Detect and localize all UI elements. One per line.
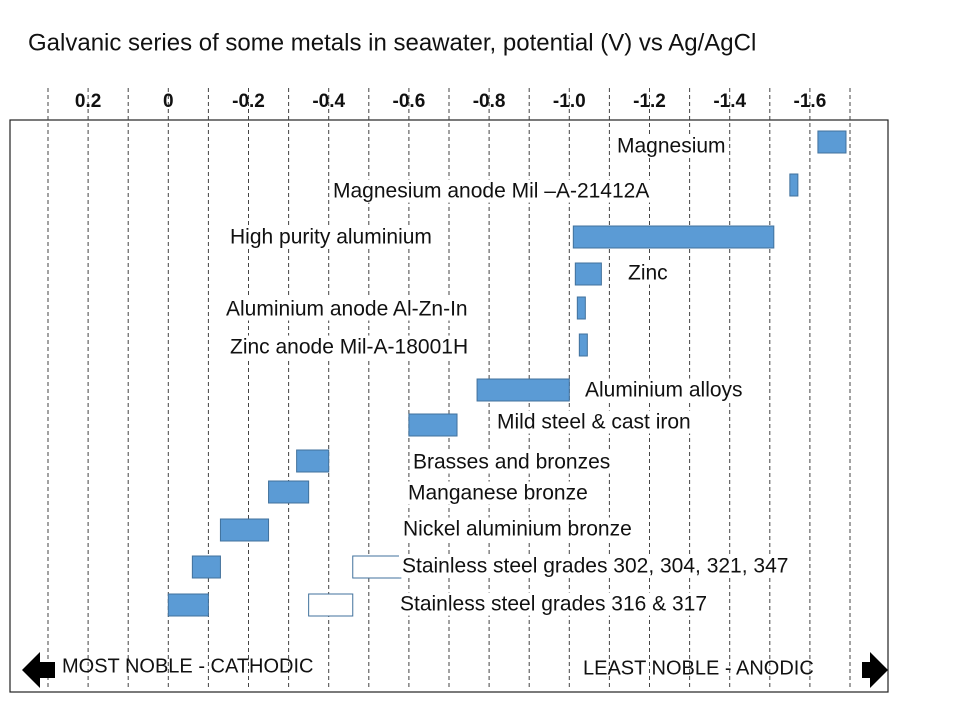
right-arrow (862, 652, 888, 688)
label-background (399, 554, 792, 578)
row-label: Mild steel & cast iron (497, 411, 691, 434)
row-label: Aluminium alloys (585, 379, 743, 402)
x-tick-label: 0 (163, 91, 174, 112)
x-tick-label: 0.2 (75, 91, 101, 112)
label-background (330, 179, 653, 203)
range-bar (296, 449, 330, 473)
chart-title: Galvanic series of some metals in seawat… (28, 29, 756, 56)
label-background (400, 517, 635, 541)
range-bar (191, 555, 221, 579)
row-label: High purity aluminium (230, 226, 432, 249)
label-background (405, 481, 591, 505)
x-tick-label: -0.4 (312, 91, 345, 112)
x-tick-label: -1.4 (713, 91, 746, 112)
range-bar (167, 593, 209, 617)
range-bar (578, 333, 588, 357)
left-note: MOST NOBLE - CATHODIC (62, 655, 314, 677)
range-bar (308, 593, 354, 617)
x-tick-label: -1.2 (633, 91, 666, 112)
row-label: Stainless steel grades 316 & 317 (400, 593, 707, 616)
x-tick-label: -0.2 (232, 91, 265, 112)
row-label: Aluminium anode Al-Zn-In (226, 298, 468, 321)
x-tick-label: -0.6 (393, 91, 426, 112)
row-label: Manganese bronze (408, 482, 588, 505)
range-bar (789, 173, 799, 197)
label-background (582, 378, 746, 402)
range-bar (576, 296, 586, 320)
row-label: Magnesium anode Mil –A-21412A (333, 180, 649, 203)
label-background (223, 297, 471, 321)
row-label: Brasses and bronzes (413, 451, 610, 474)
row-label: Zinc (628, 262, 668, 285)
row-label: Nickel aluminium bronze (403, 518, 632, 541)
range-bar (408, 413, 458, 437)
label-background (397, 592, 711, 616)
range-bar (352, 555, 402, 579)
label-background (227, 225, 435, 249)
range-bar (572, 225, 775, 249)
range-bar (219, 518, 270, 542)
label-background (227, 335, 472, 359)
plot: Magnesium Magnesium anode Mil –A-21412A Hi… (167, 130, 847, 617)
range-bar (268, 480, 310, 504)
label-background (614, 134, 729, 158)
range-bar (574, 262, 602, 286)
label-background (494, 410, 694, 434)
range-bar (476, 378, 570, 402)
range-bar (817, 130, 847, 154)
row-label: Stainless steel grades 302, 304, 321, 34… (402, 555, 788, 578)
row-label: Zinc anode Mil-A-18001H (230, 336, 468, 359)
x-tick-label: -0.8 (473, 91, 506, 112)
label-background (410, 450, 614, 474)
row-label: Magnesium (617, 135, 726, 158)
x-tick-label: -1.0 (553, 91, 586, 112)
left-arrow (22, 652, 55, 688)
label-background (625, 261, 671, 285)
x-tick-label: -1.6 (794, 91, 827, 112)
right-note: LEAST NOBLE - ANODIC (583, 657, 814, 679)
